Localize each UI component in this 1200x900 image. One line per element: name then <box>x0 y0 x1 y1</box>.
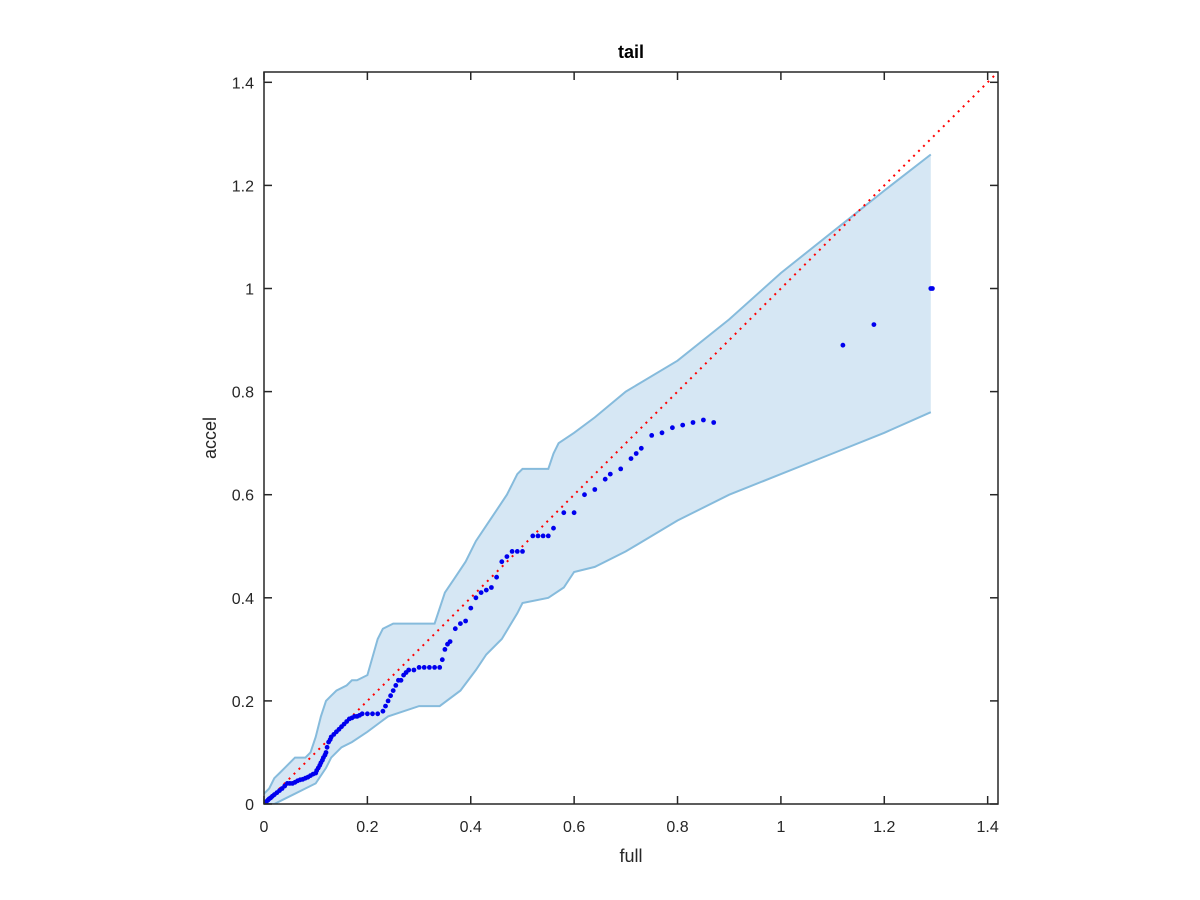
data-point-87 <box>540 533 546 539</box>
data-point-88 <box>545 533 551 539</box>
x-axis-label: full <box>619 846 642 866</box>
data-point-93 <box>592 487 598 492</box>
x-tick-label-1: 0.2 <box>356 819 378 836</box>
data-point-48 <box>370 711 375 717</box>
data-point-81 <box>504 554 510 559</box>
data-point-61 <box>411 667 417 673</box>
data-point-53 <box>388 693 393 699</box>
chart-title: tail <box>618 42 644 62</box>
y-tick-label-3: 0.6 <box>232 488 254 505</box>
data-point-110 <box>930 286 935 291</box>
data-point-85 <box>530 533 536 539</box>
data-point-76 <box>478 590 484 595</box>
y-axis-ticks: 0 0.2 0.4 0.6 0.8 1 1.2 1.4 <box>232 75 998 814</box>
x-tick-label-7: 1.4 <box>977 819 999 836</box>
data-point-78 <box>489 585 494 590</box>
x-tick-label-3: 0.6 <box>563 819 585 836</box>
data-point-55 <box>393 683 399 688</box>
data-point-83 <box>514 549 520 554</box>
data-point-70 <box>447 639 453 644</box>
data-point-51 <box>383 703 388 709</box>
x-tick-label-5: 1 <box>776 819 785 836</box>
plot-axes-box <box>263 71 999 805</box>
x-tick-label-4: 0.8 <box>666 819 688 836</box>
data-point-68 <box>442 647 448 652</box>
y-tick-label-0: 0 <box>245 797 254 814</box>
x-axis-ticks: 0 0.2 0.4 0.6 0.8 1 1.2 1.4 <box>260 72 999 836</box>
data-point-52 <box>385 698 391 704</box>
data-point-92 <box>582 492 587 498</box>
data-point-103 <box>680 422 686 428</box>
data-point-106 <box>711 420 717 425</box>
data-point-79 <box>494 574 499 580</box>
data-point-82 <box>509 549 515 554</box>
data-point-65 <box>432 665 437 670</box>
data-point-75 <box>473 595 479 601</box>
data-point-95 <box>607 471 613 477</box>
y-tick-label-1: 0.2 <box>232 694 254 711</box>
data-point-90 <box>561 510 567 516</box>
data-point-80 <box>499 559 505 565</box>
data-point-102 <box>670 425 675 431</box>
data-point-71 <box>452 626 458 632</box>
data-point-105 <box>701 417 706 423</box>
x-tick-label-2: 0.4 <box>460 819 482 836</box>
confidence-band-upper-edge <box>264 153 932 795</box>
data-point-49 <box>375 711 381 717</box>
y-tick-label-5: 1 <box>245 282 254 299</box>
data-point-94 <box>602 476 608 482</box>
data-point-86 <box>535 533 541 539</box>
data-point-46 <box>359 711 365 717</box>
data-point-73 <box>463 618 468 624</box>
data-point-62 <box>416 665 422 670</box>
data-point-31 <box>324 744 330 750</box>
x-tick-label-6: 1.2 <box>873 819 895 836</box>
data-point-72 <box>458 621 463 626</box>
data-point-67 <box>439 657 445 663</box>
data-point-89 <box>551 525 556 531</box>
data-point-99 <box>638 445 644 451</box>
data-point-91 <box>571 510 577 516</box>
data-point-60 <box>406 667 412 673</box>
confidence-band <box>264 154 931 804</box>
data-point-50 <box>380 708 386 714</box>
data-point-107 <box>840 342 846 348</box>
data-point-77 <box>483 587 489 593</box>
data-point-101 <box>659 430 665 436</box>
data-point-66 <box>437 665 443 670</box>
y-tick-label-4: 0.8 <box>232 385 254 402</box>
data-point-100 <box>649 433 655 438</box>
confidence-band-lower-edge <box>264 411 932 804</box>
data-point-64 <box>427 665 432 670</box>
y-tick-label-2: 0.4 <box>232 591 254 608</box>
data-point-108 <box>871 322 877 327</box>
data-point-54 <box>390 688 396 693</box>
data-point-74 <box>468 605 474 611</box>
data-points <box>264 286 935 804</box>
y-tick-label-7: 1.4 <box>232 75 254 92</box>
data-point-63 <box>421 665 427 670</box>
y-tick-label-6: 1.2 <box>232 178 254 195</box>
data-point-98 <box>633 451 639 456</box>
data-point-47 <box>365 711 370 717</box>
x-tick-label-0: 0 <box>260 819 269 836</box>
data-point-57 <box>398 677 404 683</box>
reference-diagonal-line <box>264 72 998 804</box>
data-point-97 <box>628 456 634 461</box>
data-point-84 <box>520 549 525 554</box>
data-point-104 <box>690 420 696 425</box>
data-point-30 <box>323 750 329 755</box>
data-point-96 <box>618 466 624 472</box>
y-axis-label: accel <box>200 417 220 459</box>
